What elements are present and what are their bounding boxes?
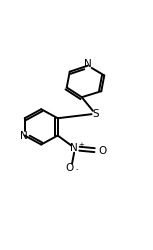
Text: O: O: [66, 163, 74, 173]
Text: S: S: [92, 109, 99, 119]
Text: N: N: [70, 143, 77, 153]
Text: N: N: [84, 59, 92, 69]
Text: -: -: [76, 166, 78, 172]
Text: O: O: [98, 146, 106, 156]
Text: +: +: [78, 142, 84, 148]
Text: N: N: [20, 130, 28, 140]
